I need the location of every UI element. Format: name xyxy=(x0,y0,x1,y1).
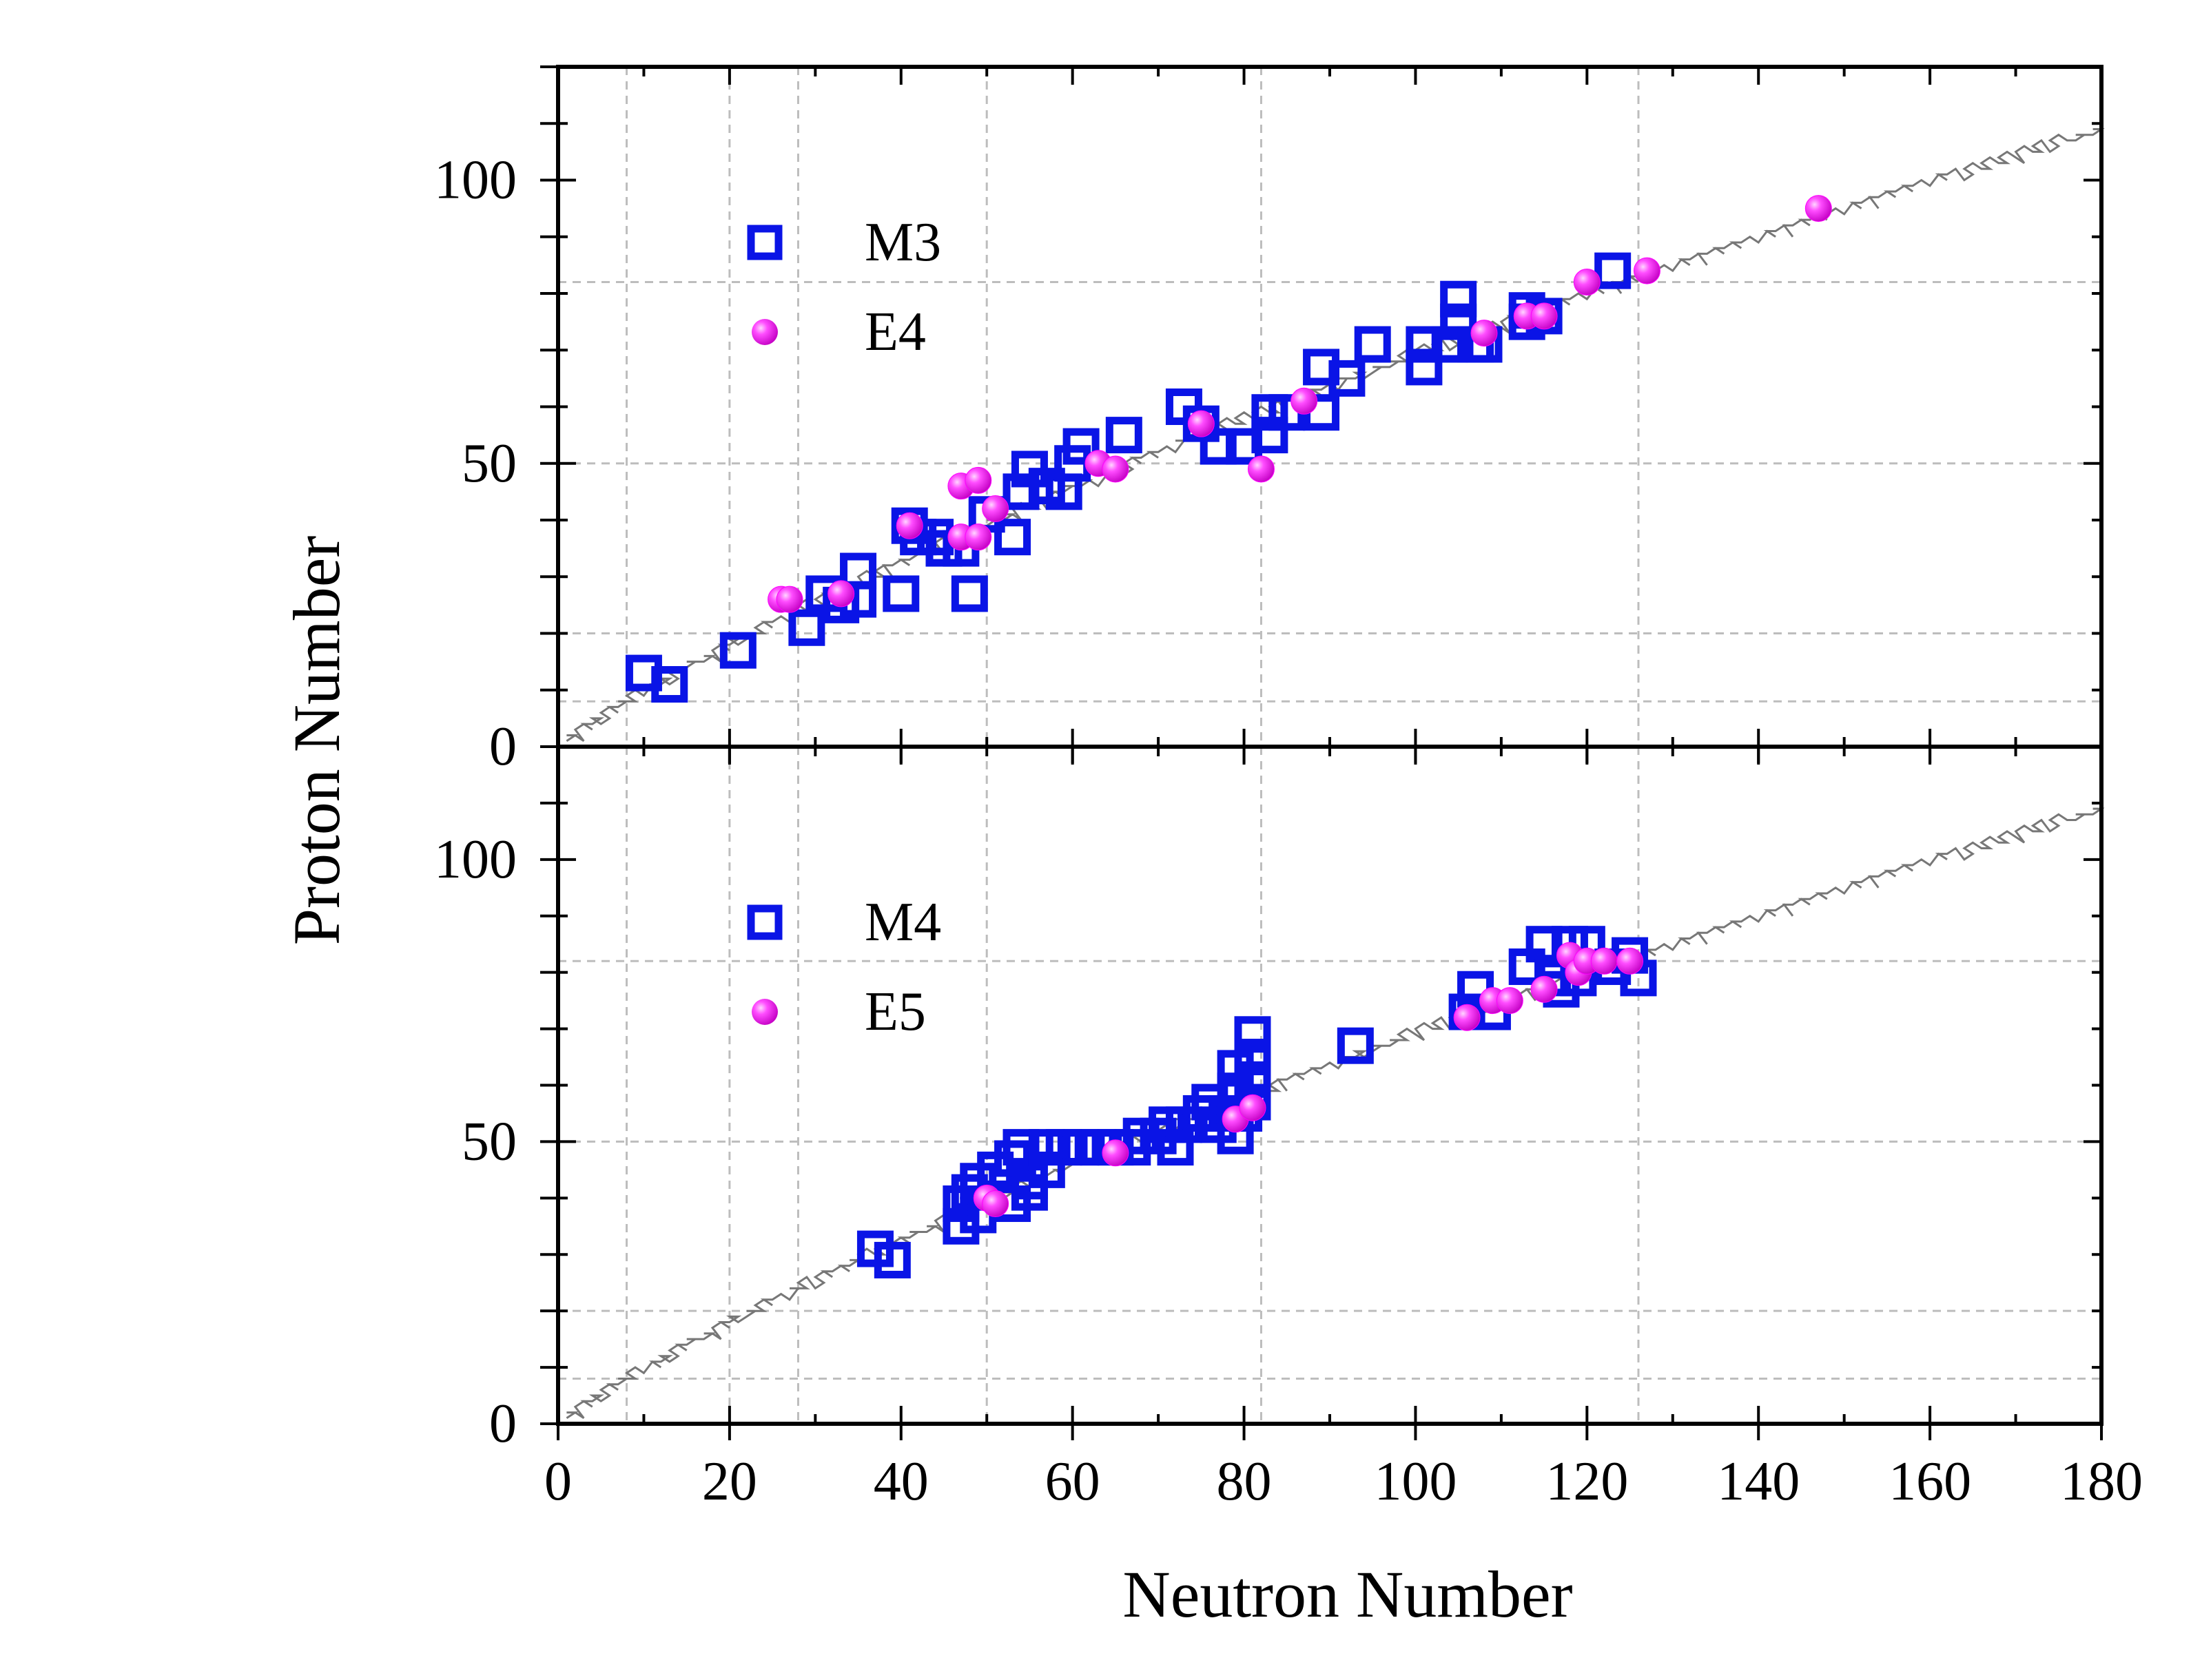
legend-marker-M3 xyxy=(747,225,783,260)
y-tick-label: 50 xyxy=(462,433,517,494)
data-point-M4 xyxy=(1234,1039,1271,1076)
x-axis-title: Neutron Number xyxy=(1122,1557,1572,1631)
legend-label-E4: E4 xyxy=(865,302,926,362)
data-point-M4 xyxy=(1234,1061,1271,1098)
legend-marker-M4 xyxy=(747,904,783,940)
data-point-E4 xyxy=(1573,269,1601,296)
data-point-E4 xyxy=(896,512,923,539)
data-point-E4 xyxy=(776,585,803,613)
data-point-E4 xyxy=(965,523,992,551)
data-point-E4 xyxy=(1530,302,1558,330)
data-point-E5 xyxy=(982,1190,1009,1218)
data-point-M3 xyxy=(994,519,1031,556)
x-tick-label: 80 xyxy=(1217,1451,1272,1512)
legend-label-M4: M4 xyxy=(865,892,941,953)
x-tick-label: 120 xyxy=(1545,1451,1628,1512)
data-point-E4 xyxy=(827,580,855,608)
x-tick-label: 160 xyxy=(1889,1451,1971,1512)
stability-line xyxy=(566,128,2105,743)
data-point-E5 xyxy=(1496,987,1523,1015)
data-point-E4 xyxy=(1804,195,1832,222)
x-tick-label: 40 xyxy=(874,1451,929,1512)
x-tick-label: 60 xyxy=(1045,1451,1100,1512)
legend-marker-E5 xyxy=(752,999,778,1025)
data-point-E5 xyxy=(1239,1094,1266,1121)
data-point-M3 xyxy=(1594,252,1632,289)
data-point-M3 xyxy=(1062,428,1100,465)
legend-marker-E4 xyxy=(752,319,778,345)
data-point-E4 xyxy=(965,466,992,494)
data-point-M3 xyxy=(651,666,688,703)
y-tick-label: 0 xyxy=(489,716,517,777)
data-point-E4 xyxy=(1247,455,1275,483)
data-point-M3 xyxy=(719,632,757,669)
data-point-M3 xyxy=(1105,417,1142,454)
data-point-M3 xyxy=(1354,326,1391,363)
legend-label-M3: M3 xyxy=(865,212,941,273)
y-tick-label: 0 xyxy=(489,1393,517,1454)
data-point-E4 xyxy=(1290,387,1318,415)
data-point-M4 xyxy=(1337,1027,1374,1064)
data-point-E5 xyxy=(1590,947,1618,975)
data-point-E4 xyxy=(1633,257,1660,284)
y-tick-label: 100 xyxy=(434,150,517,211)
data-point-M3 xyxy=(1406,349,1443,386)
data-point-M4 xyxy=(874,1241,911,1278)
y-tick-label: 50 xyxy=(462,1111,517,1172)
data-point-E4 xyxy=(1102,455,1129,483)
data-point-E5 xyxy=(1530,975,1558,1003)
y-tick-label: 100 xyxy=(434,829,517,890)
data-point-M3 xyxy=(883,575,920,612)
x-tick-label: 0 xyxy=(544,1451,572,1512)
data-point-E4 xyxy=(1470,320,1498,347)
legend-label-E5: E5 xyxy=(865,982,926,1042)
data-point-M4 xyxy=(1157,1129,1194,1166)
data-point-M4 xyxy=(1234,1016,1271,1053)
x-tick-label: 20 xyxy=(702,1451,757,1512)
panel-bottom: 0 50 100 0 20 40 60 80 100 120 140 160 180 M4 E5 xyxy=(434,745,2143,1512)
data-point-M3 xyxy=(951,575,988,612)
data-point-E5 xyxy=(1102,1139,1129,1167)
data-point-E4 xyxy=(1187,410,1215,437)
data-point-M3 xyxy=(788,609,825,646)
data-point-M3 xyxy=(1328,360,1366,397)
x-tick-label: 140 xyxy=(1717,1451,1800,1512)
plot-frame-bottom xyxy=(556,745,2103,1426)
x-tick-label: 100 xyxy=(1374,1451,1457,1512)
panel-top: 0 50 100 M3 E4 xyxy=(434,65,2105,777)
data-point-E4 xyxy=(982,495,1009,523)
data-point-E5 xyxy=(1453,1004,1481,1031)
x-tick-label: 180 xyxy=(2060,1451,2143,1512)
data-point-E5 xyxy=(1616,947,1644,975)
stability-line xyxy=(566,807,2105,1420)
y-axis-title: Proton Number xyxy=(280,536,353,946)
data-point-M3 xyxy=(1440,280,1477,318)
